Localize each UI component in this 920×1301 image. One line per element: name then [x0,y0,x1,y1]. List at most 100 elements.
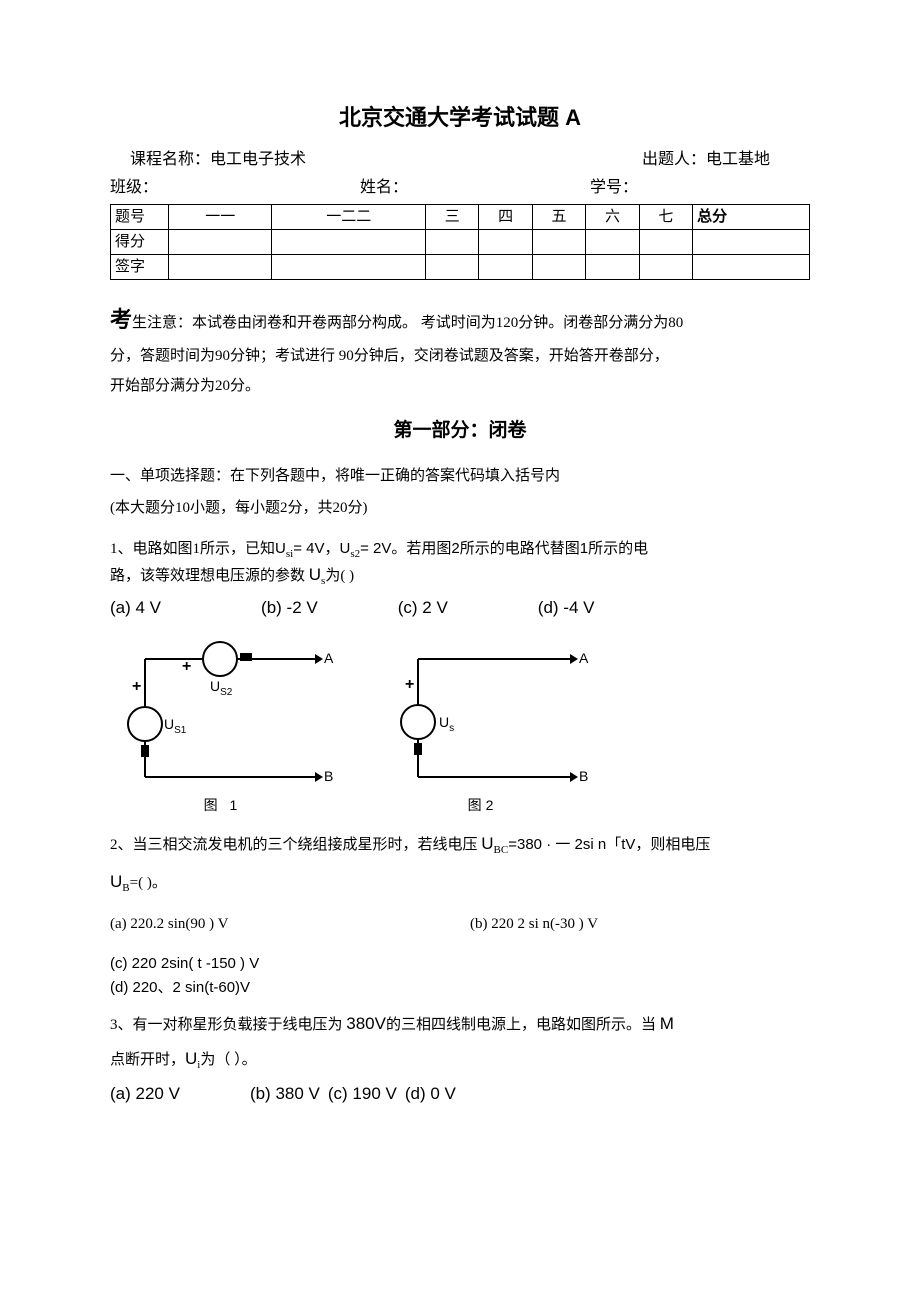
table-row: 签字 [111,255,810,280]
cell-header: 四 [479,205,532,230]
class-label: 班级： [110,175,330,201]
cell-empty [639,230,692,255]
section-one-intro2: (本大题分10小题，每小题2分，共20分) [110,496,810,520]
table-row: 得分 [111,230,810,255]
cell-label: 得分 [111,230,169,255]
q1-text: 1、电路如图1所示，已知 [110,541,275,557]
circuit1-us2-label: US2 [210,678,233,698]
cell-empty [479,230,532,255]
fig2-label: 图2 [375,794,590,816]
circuit-2: + Us A B 图2 [375,629,590,816]
q1-opt-d: (d) -4 V [538,594,595,621]
q2-opt-a: (a) 220.2 sin(90 ) V [110,912,450,936]
q3-m: M [660,1014,674,1033]
exam-title: 北京交通大学考试试题 A [110,100,810,135]
q1-eq: = 2V。若用图2所示的电路代替图1所示的电 [360,540,648,557]
q2-opt-c: (c) 220 2sin( t -150 ) V [110,952,810,976]
circuit1-us1-label: US1 [164,716,187,736]
q1-opt-c: (c) 2 V [398,594,448,621]
cell-header: 一一 [169,205,272,230]
q3-text: 点断开时， [110,1052,185,1068]
course-row: 课程名称：电工电子技术 出题人：电工基地 [110,147,810,173]
section-title: 第一部分：闭卷 [110,416,810,446]
q3-opt-d: (d) 0 V [405,1080,456,1107]
cell-empty [693,255,810,280]
cell-empty [639,255,692,280]
q2-eq: =380 · 一 2si n「tV， [508,836,650,853]
q3-options: (a) 220 V (b) 380 V (c) 190 V (d) 0 V [110,1080,810,1107]
q2-text: 2、当三相交流发电机的三个绕组接成星形时，若线电压 [110,837,481,853]
cell-header: 七 [639,205,692,230]
circuit1-node-b: B [324,768,333,784]
cell-label: 签字 [111,255,169,280]
author-label: 出题人：电工基地 [642,147,770,173]
id-row: 班级： 姓名： 学号： [110,175,810,201]
cell-header: 一二二 [272,205,426,230]
student-id-label: 学号： [580,175,810,201]
circuit1-node-a: A [324,650,334,666]
notice-text: 开始部分满分为20分。 [110,374,810,398]
cell-empty [272,255,426,280]
question-2: 2、当三相交流发电机的三个绕组接成星形时，若线电压 UBC=380 · 一 2s… [110,831,810,859]
cell-header: 三 [425,205,478,230]
q3-text: 3、有一对称星形负载接于线电压为 [110,1017,346,1033]
q1-sub: s2 [350,548,360,560]
cell-empty [425,255,478,280]
q2-opt-b: (b) 220 2 si n(-30 ) V [450,912,810,936]
q2-opt-d: (d) 220、2 sin(t-60)V [110,976,810,1000]
circuit-figures: + + US1 US2 A B 图 1 + Us A B [110,629,810,816]
question-1: 1、电路如图1所示，已知Usi= 4V，Us2= 2V。若用图2所示的电路代替图… [110,538,810,590]
circuit-1-svg: + + US1 US2 A B [110,629,335,784]
q2-ubc: U [481,834,493,853]
q1-sym: U [275,540,286,557]
cell-empty [169,255,272,280]
cell-empty [169,230,272,255]
q2-ub-line: UB=( )。 [110,868,810,898]
score-table: 题号 一一 一二二 三 四 五 六 七 总分 得分 签字 [110,204,810,280]
q3-opt-b: (b) 380 V [250,1080,320,1107]
circuit2-node-b: B [579,768,588,784]
notice-text: 生注意：本试卷由闭卷和开卷两部分构成。 考试时间为120分钟。闭卷部分满分为80 [132,315,683,331]
circuit-1: + + US1 US2 A B 图 1 [110,629,335,816]
name-label: 姓名： [330,175,580,201]
notice-text: 分，答题时间为90分钟；考试进行 90分钟后，交闭卷试题及答案，开始答开卷部分， [110,344,810,368]
q3-opt-a: (a) 220 V [110,1080,180,1107]
cell-header: 总分 [693,205,810,230]
circuit2-us-label: Us [439,714,454,734]
cell-empty [693,230,810,255]
cell-header: 五 [532,205,585,230]
q1-opt-a: (a) 4 V [110,594,161,621]
q3-line2: 点断开时，Ui为（ ）。 [110,1045,810,1075]
circuit-2-svg: + Us A B [375,629,590,784]
q1-opt-b: (b) -2 V [261,594,318,621]
circuit2-node-a: A [579,650,589,666]
q2-opts-ab: (a) 220.2 sin(90 ) V (b) 220 2 si n(-30 … [110,912,810,936]
cell-empty [532,230,585,255]
q2-suffix: 则相电压 [650,837,710,853]
fig1-label: 图 1 [110,794,335,816]
cell-empty [479,255,532,280]
q1-sym: U [309,565,321,584]
cell-empty [532,255,585,280]
svg-text:+: + [182,658,191,675]
q1-text: 路，该等效理想电压源的参数 [110,568,309,584]
q2-opts-cd: (c) 220 2sin( t -150 ) V (d) 220、2 sin(t… [110,952,810,1000]
q3-ui: U [185,1049,197,1068]
notice-big-char: 考 [110,307,132,332]
cell-empty [425,230,478,255]
course-label: 课程名称：电工电子技术 [130,147,642,173]
table-row: 题号 一一 一二二 三 四 五 六 七 总分 [111,205,810,230]
q1-sym: U [339,540,350,557]
cell-header: 题号 [111,205,169,230]
question-3: 3、有一对称星形负载接于线电压为 380V的三相四线制电源上，电路如图所示。当 … [110,1010,810,1037]
section-one-intro: 一、单项选择题：在下列各题中，将唯一正确的答案代码填入括号内 [110,464,810,488]
q3-text: 的三相四线制电源上，电路如图所示。当 [386,1017,660,1033]
q1-text: 为( ) [325,568,354,584]
q3-text: 为（ ）。 [200,1052,256,1068]
cell-header: 六 [586,205,639,230]
q1-options: (a) 4 V (b) -2 V (c) 2 V (d) -4 V [110,594,810,621]
q1-eq: = 4V， [293,540,339,557]
cell-empty [272,230,426,255]
cell-empty [586,255,639,280]
q2-ub-sub: B [122,882,129,894]
